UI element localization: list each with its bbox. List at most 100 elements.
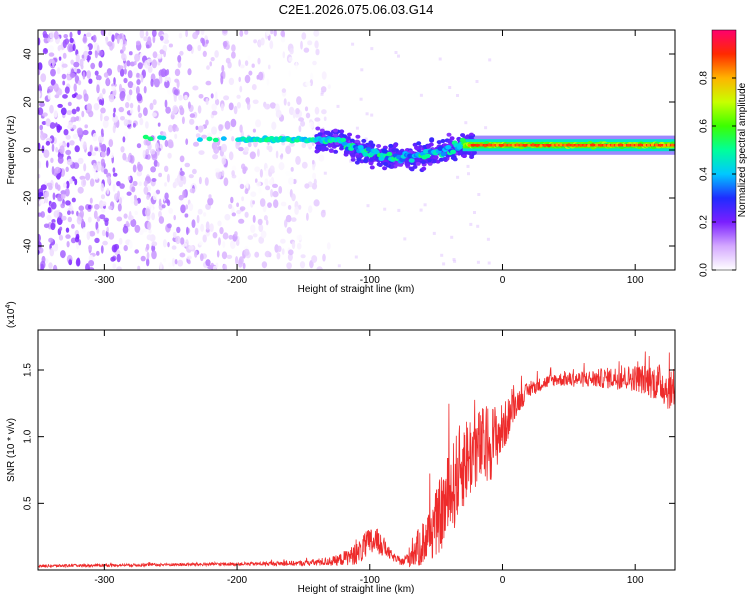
spectrogram-noise-blob <box>281 248 285 255</box>
spectrogram-noise-blob <box>49 31 55 39</box>
spectrogram-noise-blob <box>50 68 56 77</box>
spectrogram-noise-blob <box>105 230 109 238</box>
spectrogram-noise-blob <box>166 173 170 183</box>
spectrogram-noise-blob <box>174 259 178 265</box>
spectrogram-core-dot <box>523 143 527 148</box>
spectrogram-noise-blob <box>119 183 125 189</box>
spectrogram-noise-blob <box>265 167 269 177</box>
spectrogram-noise-blob <box>69 37 74 44</box>
spectrogram-noise-blob <box>261 261 268 269</box>
spectrogram-noise-blob <box>314 40 319 49</box>
spectrogram-noise-blob <box>215 262 219 269</box>
spectrogram-noise-blob <box>56 67 61 75</box>
spectrogram-noise-blob <box>146 243 150 251</box>
spectrogram-noise-blob <box>205 98 209 105</box>
spectrogram-noise-blob <box>298 117 305 122</box>
spectrogram-noise-blob <box>273 199 279 209</box>
spectrogram-noise-blob <box>90 62 96 70</box>
spectrogram-noise-blob <box>132 84 137 91</box>
spectrogram-noise-blob <box>132 122 136 128</box>
spectrogram-speck <box>320 92 324 96</box>
snr-x-tick-label: 0 <box>500 575 506 586</box>
spectrogram-speck <box>456 94 459 97</box>
spectrogram-core-dot <box>634 143 639 147</box>
spectrogram-core-dot <box>555 143 559 147</box>
spectrogram-noise-blob <box>80 138 84 146</box>
spectrogram-noise-blob <box>64 38 70 45</box>
spectrogram-speck <box>370 47 374 51</box>
spectrogram-noise-blob <box>212 154 219 160</box>
spectrogram-noise-blob <box>194 250 198 258</box>
spectrogram-noise-blob <box>106 150 110 157</box>
spectrogram-noise-blob <box>67 43 74 53</box>
spectrogram-noise-blob <box>239 124 243 133</box>
spectrogram-noise-blob <box>89 178 95 187</box>
spectrogram-noise-blob <box>143 36 148 42</box>
spectrogram-halo-blob <box>333 149 339 154</box>
spectrogram-noise-blob <box>296 96 302 105</box>
spectrogram-noise-blob <box>47 207 52 214</box>
spectrogram-core-dot <box>543 144 547 148</box>
spectrogram-noise-blob <box>77 80 82 86</box>
spectrogram-noise-blob <box>197 208 203 215</box>
spectrogram-noise-blob <box>314 106 320 115</box>
spectrogram-noise-blob <box>191 219 196 229</box>
spectrogram-halo-blob <box>408 166 414 171</box>
spectrogram-noise-blob <box>62 120 69 127</box>
spectrogram-noise-blob <box>263 215 268 221</box>
spectrogram-noise-blob <box>221 143 227 153</box>
spectrogram-noise-blob <box>249 151 256 160</box>
spectrogram-noise-blob <box>93 103 100 111</box>
spectrogram-noise-blob <box>257 57 261 65</box>
spectrogram-noise-blob <box>48 237 54 243</box>
spectrogram-noise-blob <box>257 39 262 48</box>
spectrogram-noise-blob <box>222 40 228 48</box>
spectrogram-noise-blob <box>316 266 323 270</box>
spectrogram-noise-blob <box>228 234 233 240</box>
spectrogram-halo-blob <box>354 160 360 165</box>
spectrogram-noise-blob <box>168 43 173 48</box>
spectrogram-noise-blob <box>202 50 207 58</box>
spectrogram-noise-blob <box>51 59 55 67</box>
spectrogram-noise-blob <box>122 45 126 52</box>
spectrogram-x-tick-label: 100 <box>627 275 644 286</box>
spectrogram-noise-blob <box>264 103 271 110</box>
spectrogram-noise-blob <box>134 224 141 233</box>
spectrogram-noise-blob <box>318 154 325 162</box>
spectrogram-halo-blob <box>315 126 321 131</box>
spectrogram-noise-blob <box>66 69 71 75</box>
spectrogram-noise-blob <box>301 32 307 40</box>
spectrogram-noise-blob <box>123 77 128 84</box>
spectrogram-noise-blob <box>86 103 92 112</box>
spectrogram-noise-blob <box>53 210 60 218</box>
spectrogram-noise-blob <box>40 263 44 270</box>
spectrogram-noise-blob <box>211 103 217 111</box>
spectrogram-noise-blob <box>50 157 54 163</box>
spectrogram-noise-blob <box>235 141 240 150</box>
spectrogram-noise-blob <box>202 38 205 47</box>
spectrogram-noise-blob <box>231 136 235 142</box>
spectrogram-noise-blob <box>269 40 274 50</box>
spectrogram-noise-blob <box>271 121 277 130</box>
spectrogram-noise-blob <box>94 147 99 152</box>
spectrogram-noise-blob <box>186 255 192 260</box>
spectrogram-noise-blob <box>184 213 189 218</box>
spectrogram-track-blob <box>437 146 444 151</box>
spectrogram-speck <box>486 237 490 241</box>
spectrogram-noise-blob <box>238 76 241 83</box>
spectrogram-noise-blob <box>67 216 73 223</box>
spectrogram-noise-blob <box>147 65 153 73</box>
spectrogram-noise-blob <box>65 234 71 239</box>
spectrogram-noise-blob <box>272 183 278 188</box>
spectrogram-noise-blob <box>116 34 120 44</box>
spectrogram-noise-blob <box>112 183 116 192</box>
spectrogram-noise-blob <box>101 150 105 158</box>
spectrogram-noise-blob <box>225 57 231 64</box>
spectrogram-noise-blob <box>81 54 85 59</box>
spectrogram-noise-blob <box>313 199 320 207</box>
spectrogram-noise-blob <box>59 145 65 155</box>
spectrogram-noise-blob <box>151 112 157 117</box>
spectrogram-noise-blob <box>180 204 186 214</box>
spectrogram-noise-blob <box>269 96 272 102</box>
spectrogram-noise-blob <box>152 99 157 106</box>
